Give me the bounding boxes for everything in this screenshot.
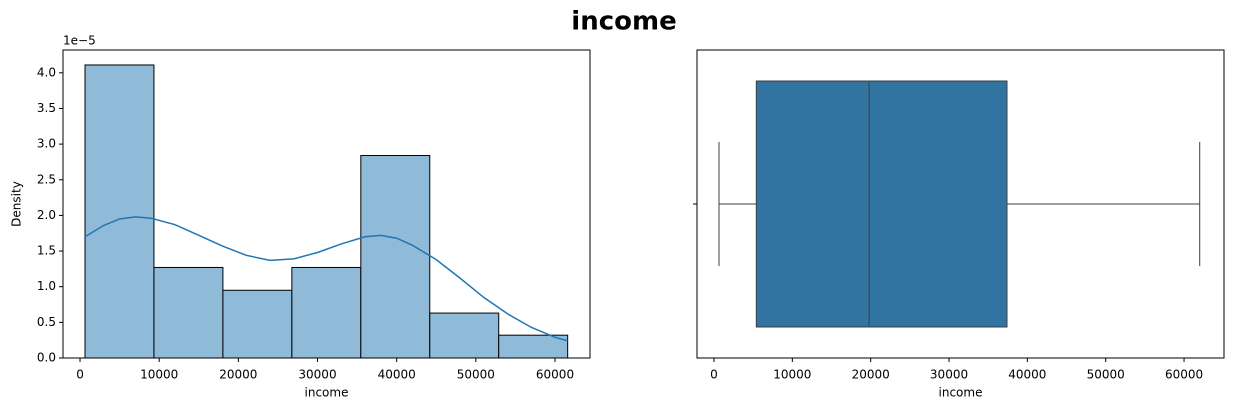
- box: [755, 80, 1008, 328]
- offset-label: 1e−5: [63, 34, 96, 48]
- axes-frame: [696, 49, 1225, 359]
- kde-line: [84, 216, 568, 342]
- y-tick-label: 1.0: [37, 279, 56, 293]
- axes-frame: [62, 49, 591, 359]
- y-tick-label: 3.0: [37, 137, 56, 151]
- y-tick-label: 2.5: [37, 172, 56, 186]
- histogram-bar: [153, 266, 224, 359]
- x-axis-label: income: [305, 386, 349, 400]
- y-tick-label: 1.5: [37, 244, 56, 258]
- x-tick-label: 30000: [930, 368, 968, 382]
- x-tick-label: 60000: [536, 368, 574, 382]
- histogram-bar: [360, 155, 431, 359]
- x-tick-label: 50000: [457, 368, 495, 382]
- x-tick-label: 0: [710, 368, 718, 382]
- x-tick-label: 0: [76, 368, 84, 382]
- histogram-bar: [429, 312, 500, 359]
- y-tick-label: 4.0: [37, 65, 56, 79]
- histogram-bar: [222, 289, 293, 359]
- histogram-bar: [84, 64, 155, 359]
- histogram-bar: [291, 266, 362, 359]
- x-tick-label: 30000: [298, 368, 336, 382]
- x-tick-label: 10000: [773, 368, 811, 382]
- x-tick-label: 60000: [1165, 368, 1203, 382]
- y-tick-label: 3.5: [37, 101, 56, 115]
- y-axis-label: Density: [10, 181, 24, 227]
- x-tick-label: 40000: [378, 368, 416, 382]
- figure-title: income: [571, 7, 676, 37]
- x-tick-label: 40000: [1008, 368, 1046, 382]
- x-axis-label: income: [939, 386, 983, 400]
- y-tick-label: 0.0: [37, 351, 56, 365]
- x-tick-label: 20000: [219, 368, 257, 382]
- y-tick-label: 2.0: [37, 208, 56, 222]
- x-tick-label: 50000: [1087, 368, 1125, 382]
- x-tick-label: 20000: [852, 368, 890, 382]
- y-tick-label: 0.5: [37, 315, 56, 329]
- x-tick-label: 10000: [140, 368, 178, 382]
